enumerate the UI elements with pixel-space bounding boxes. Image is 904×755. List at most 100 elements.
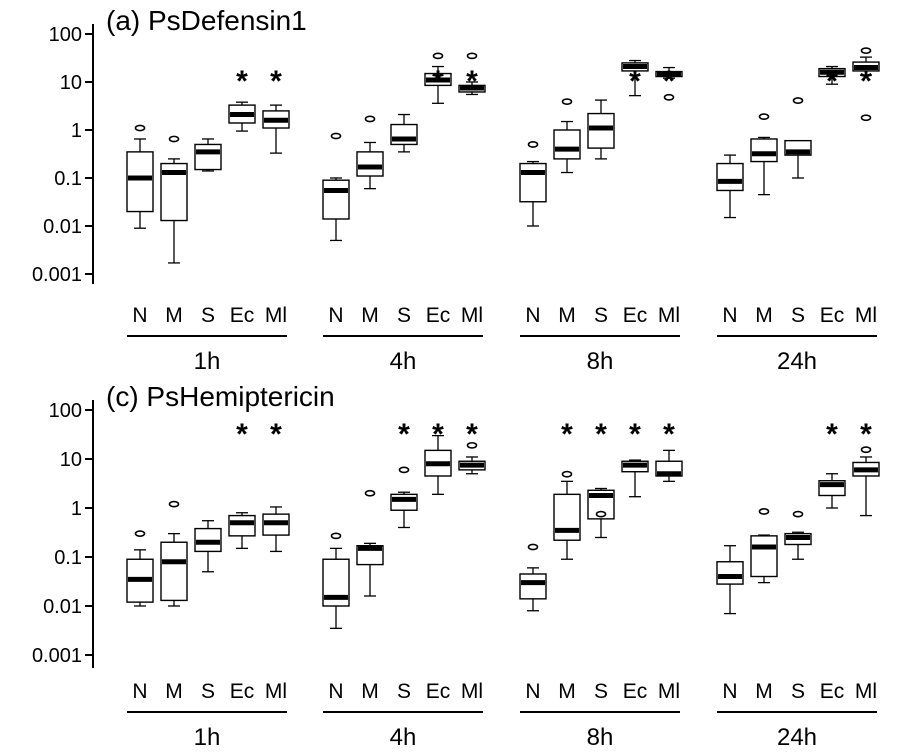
box-M: M*: [553, 418, 581, 703]
box-iqr: [716, 561, 744, 585]
y-tick-label: 1: [71, 498, 82, 520]
group-4h: N M S*Ec*Ml*4h: [322, 418, 486, 751]
box-iqr: [553, 493, 581, 541]
outlier-point: [663, 93, 675, 101]
category-label: M: [361, 304, 379, 327]
box-S: S: [784, 510, 812, 703]
box-N: N: [716, 154, 744, 327]
significance-star: *: [561, 418, 573, 451]
significance-star: *: [595, 418, 607, 451]
category-label: Ec: [820, 304, 845, 327]
chart-title: (c) PsHemiptericin: [106, 381, 335, 412]
box-Ml: Ml *: [458, 52, 486, 327]
group-1h: N M S Ec * Ml * 1h: [126, 65, 290, 375]
category-label: N: [525, 304, 540, 327]
category-label: S: [397, 680, 411, 703]
box-S: S*: [587, 418, 615, 703]
box-Ec: Ec *: [228, 65, 256, 327]
significance-star: *: [466, 418, 478, 451]
y-tick-label: 1: [71, 120, 82, 142]
group-label: 1h: [194, 348, 221, 375]
outlier-point: [792, 510, 804, 518]
category-label: S: [397, 304, 411, 327]
box-Ec: Ec *: [424, 418, 452, 703]
box-S: S: [587, 99, 615, 327]
box-iqr: [587, 112, 615, 149]
box-Ec: Ec *: [228, 418, 256, 703]
group-label: 8h: [587, 348, 614, 375]
significance-star: *: [826, 65, 838, 98]
box-S: S: [390, 113, 418, 327]
box-iqr: [322, 179, 350, 220]
outlier-point: [330, 132, 342, 140]
outlier-point: [466, 441, 478, 449]
box-N: N: [126, 530, 154, 703]
outlier-point: [527, 543, 539, 551]
category-label: N: [722, 304, 737, 327]
significance-star: *: [629, 65, 641, 98]
outlier-point: [134, 530, 146, 538]
y-tick-label: 10: [60, 449, 82, 471]
box-iqr: [750, 138, 778, 163]
outlier-point: [758, 113, 770, 121]
box-iqr: [160, 541, 188, 602]
category-label: M: [558, 304, 576, 327]
outlier-point: [330, 532, 342, 540]
box-iqr: [228, 514, 256, 537]
significance-star: *: [398, 418, 410, 451]
significance-star: *: [236, 418, 248, 451]
category-label: Ec: [820, 680, 845, 703]
category-label: Ml: [855, 680, 877, 703]
outlier-point: [432, 52, 444, 60]
significance-star: *: [629, 418, 641, 451]
significance-star: *: [236, 65, 248, 98]
box-M: M: [750, 508, 778, 703]
box-M: M: [750, 113, 778, 327]
box-iqr: [126, 151, 154, 213]
significance-star: *: [270, 65, 282, 98]
category-label: M: [755, 680, 773, 703]
box-iqr: [519, 573, 547, 600]
significance-star: *: [432, 65, 444, 98]
box-iqr: [356, 151, 384, 177]
box-M: M: [553, 98, 581, 327]
group-4h: N M S Ec * Ml * 4h: [322, 52, 486, 375]
category-label: Ml: [461, 680, 483, 703]
box-Ec: Ec *: [621, 418, 649, 703]
category-label: Ml: [658, 304, 680, 327]
box-Ml: Ml *: [262, 418, 290, 703]
box-Ec: Ec *: [424, 52, 452, 327]
significance-star: *: [826, 418, 838, 451]
group-label: 4h: [390, 724, 417, 751]
category-label: S: [791, 304, 805, 327]
category-label: Ec: [230, 680, 255, 703]
group-1h: N M S Ec * Ml * 1h: [126, 418, 290, 751]
category-label: S: [594, 680, 608, 703]
box-M: M: [356, 115, 384, 327]
significance-star: *: [466, 65, 478, 98]
category-label: Ec: [623, 304, 648, 327]
box-iqr: [750, 535, 778, 578]
group-label: 8h: [587, 724, 614, 751]
category-label: S: [594, 304, 608, 327]
category-label: Ml: [265, 680, 287, 703]
y-tick-label: 0.1: [54, 547, 82, 569]
category-label: Ec: [426, 680, 451, 703]
outlier-point: [168, 500, 180, 508]
box-Ec: Ec *: [818, 65, 846, 327]
group-label: 1h: [194, 724, 221, 751]
outlier-point: [364, 489, 376, 497]
box-N: N: [519, 543, 547, 703]
y-tick-label: 100: [49, 400, 82, 422]
outlier-point: [398, 466, 410, 474]
significance-star: *: [270, 418, 282, 451]
outlier-point: [466, 52, 478, 60]
box-iqr: [519, 162, 547, 203]
outlier-point: [595, 510, 607, 518]
category-label: M: [755, 304, 773, 327]
box-iqr: [553, 129, 581, 160]
category-label: N: [525, 680, 540, 703]
y-tick-label: 0.01: [43, 216, 82, 238]
